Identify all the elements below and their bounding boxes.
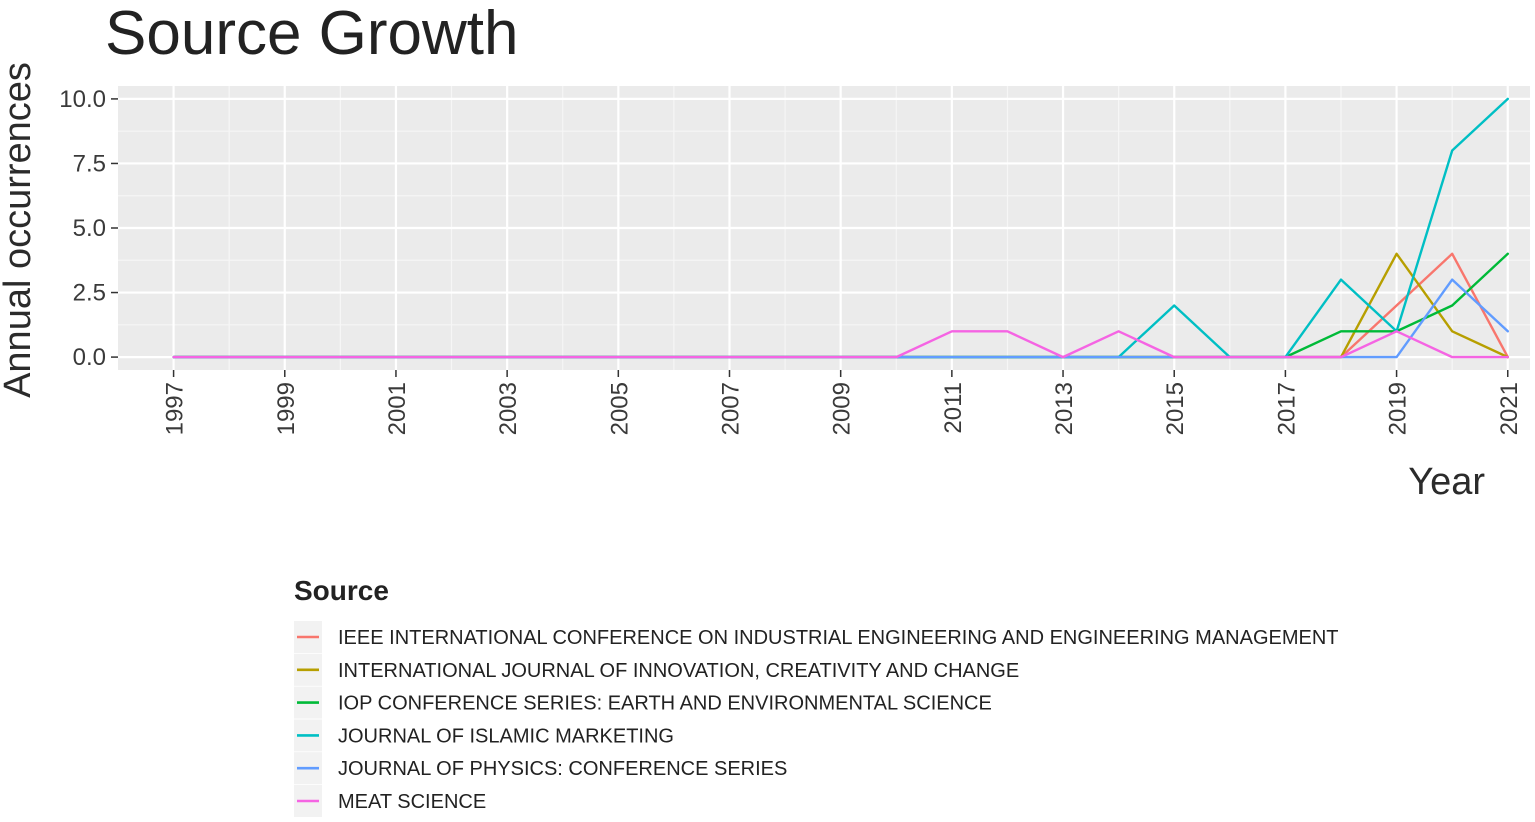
x-tick-label: 2015 — [1162, 382, 1189, 435]
series-line — [172, 330, 1510, 359]
x-tick-label: 2013 — [1051, 382, 1078, 435]
x-tick-label: 2021 — [1496, 382, 1523, 435]
x-tick-label: 2009 — [829, 382, 856, 435]
legend-label: INTERNATIONAL JOURNAL OF INNOVATION, CRE… — [338, 660, 1019, 682]
legend-label: IOP CONFERENCE SERIES: EARTH AND ENVIRON… — [338, 693, 992, 715]
grid-lines — [118, 86, 1530, 370]
legend-label: JOURNAL OF ISLAMIC MARKETING — [338, 725, 674, 747]
x-tick-label: 2005 — [606, 382, 633, 435]
x-tick-label: 2003 — [495, 382, 522, 435]
x-tick-label: 1997 — [162, 382, 189, 435]
legend-label: IEEE INTERNATIONAL CONFERENCE ON INDUSTR… — [338, 627, 1339, 649]
legend: Source IEEE INTERNATIONAL CONFERENCE ON … — [294, 575, 1339, 817]
y-tick-label: 5.0 — [73, 215, 106, 242]
y-axis-title: Annual occurrences — [0, 62, 39, 398]
y-tick-label: 10.0 — [59, 86, 106, 113]
axis-ticks: 0.0 2.5 5.0 7.5 10.0 1997 1999 2001 2003 2005 2007… — [59, 86, 1522, 435]
y-tick-label: 7.5 — [73, 150, 106, 177]
legend-label: MEAT SCIENCE — [338, 791, 486, 813]
x-tick-label: 2007 — [717, 382, 744, 435]
series-lines — [172, 97, 1510, 359]
chart-title: Source Growth — [105, 0, 519, 68]
x-tick-label: 1999 — [273, 382, 300, 435]
x-tick-label: 2001 — [384, 382, 411, 435]
y-tick-label: 2.5 — [73, 280, 106, 307]
legend-label: JOURNAL OF PHYSICS: CONFERENCE SERIES — [338, 758, 787, 780]
y-tick-label: 0.0 — [73, 344, 106, 371]
x-tick-label: 2011 — [940, 382, 967, 434]
x-axis-title: Year — [1408, 461, 1485, 503]
x-tick-label: 2017 — [1273, 382, 1300, 435]
x-tick-label: 2019 — [1385, 382, 1412, 435]
legend-title: Source — [294, 575, 389, 606]
